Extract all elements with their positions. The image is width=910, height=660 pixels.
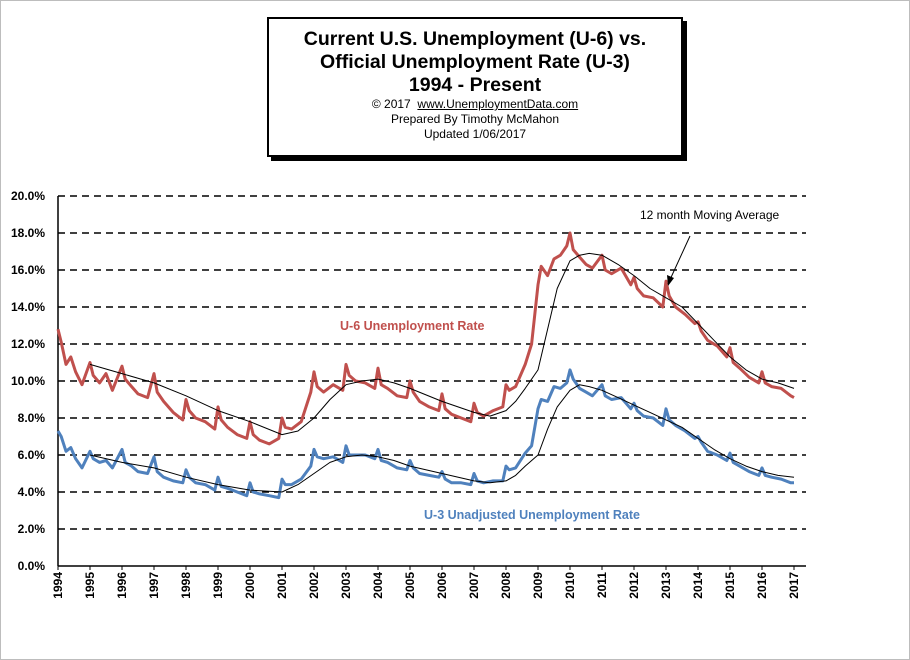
y-tick-label: 4.0% <box>18 485 46 499</box>
x-tick-label: 2013 <box>659 572 673 599</box>
u6-series-label: U-6 Unemployment Rate <box>340 319 485 333</box>
u6-line <box>56 231 795 446</box>
x-tick-label: 1998 <box>179 572 193 599</box>
x-tick-label: 2006 <box>435 572 449 599</box>
chart-title-line-3: 1994 - Present <box>408 74 542 96</box>
prepared-by: Prepared By Timothy McMahon <box>390 112 560 126</box>
x-tick-label: 1994 <box>51 572 65 599</box>
chart-title-line-2: Official Unemployment Rate (U-3) <box>320 51 630 73</box>
x-tick-label: 1997 <box>147 572 161 599</box>
y-tick-label: 12.0% <box>11 337 45 351</box>
u3-line <box>56 368 794 500</box>
x-tick-label: 1995 <box>83 572 97 599</box>
copyright-prefix: © 2017 <box>371 97 411 111</box>
updated-date: Updated 1/06/2017 <box>423 127 527 141</box>
moving-average-annotation: 12 month Moving Average <box>640 208 780 222</box>
u3-series-label: U-3 Unadjusted Unemployment Rate <box>424 508 640 522</box>
x-tick-label: 1999 <box>211 572 225 599</box>
x-tick-label: 2014 <box>691 572 705 599</box>
x-tick-label: 1996 <box>115 572 129 599</box>
annotation-arrow <box>667 235 691 286</box>
y-tick-label: 8.0% <box>18 411 46 425</box>
x-tick-label: 2007 <box>467 572 481 599</box>
series-lines <box>56 231 795 500</box>
y-tick-label: 20.0% <box>11 189 45 203</box>
y-tick-labels: 0.0% 2.0% 4.0% 6.0% 8.0% 10.0% 12.0% 14.0% 16.0%… <box>11 189 45 573</box>
y-tick-label: 10.0% <box>11 374 45 388</box>
x-tick-label: 2008 <box>499 572 513 599</box>
x-tick-label: 2009 <box>531 572 545 599</box>
x-tick-label: 2015 <box>723 572 737 599</box>
x-tick-label: 2003 <box>339 572 353 599</box>
y-tick-label: 14.0% <box>11 300 45 314</box>
y-tick-label: 2.0% <box>18 522 46 536</box>
site-link[interactable]: www.UnemploymentData.com <box>417 97 579 111</box>
x-tick-label: 2016 <box>755 572 769 599</box>
x-tick-label: 2017 <box>787 572 801 599</box>
x-tick-label: 2004 <box>371 572 385 599</box>
u6-moving-average-line <box>89 252 795 436</box>
x-tick-label: 2001 <box>275 572 289 599</box>
axes <box>57 196 806 567</box>
x-tick-label: 2005 <box>403 572 417 599</box>
y-tick-label: 0.0% <box>18 559 46 573</box>
x-tick-label: 2010 <box>563 572 577 599</box>
x-tick-label: 2011 <box>595 572 609 598</box>
chart-title-line-1: Current U.S. Unemployment (U-6) vs. <box>303 28 647 50</box>
u3-moving-average-line <box>89 384 795 493</box>
x-tick-label: 2002 <box>307 572 321 599</box>
y-tick-label: 16.0% <box>11 263 45 277</box>
title-box: Current U.S. Unemployment (U-6) vs. Offi… <box>267 17 683 157</box>
x-tick-label: 2000 <box>243 572 257 599</box>
x-tick-label: 2012 <box>627 572 641 599</box>
copyright-line: © 2017 www.UnemploymentData.com <box>269 97 681 112</box>
y-tick-label: 18.0% <box>11 226 45 240</box>
x-tick-labels: 1994 1995 1996 1997 1998 1999 2000 2001 2002 2003… <box>51 566 801 599</box>
y-tick-label: 6.0% <box>18 448 46 462</box>
